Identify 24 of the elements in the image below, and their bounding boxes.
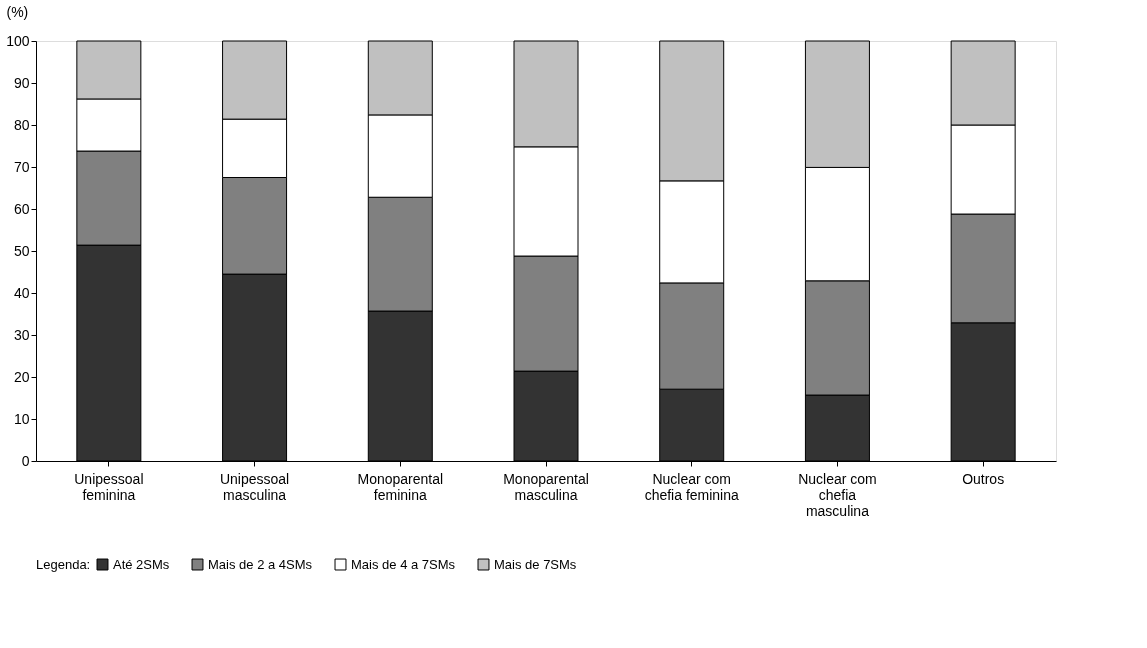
- y-tick-label: 10: [13, 410, 30, 427]
- x-tick-label: Monoparental masculina: [503, 470, 589, 503]
- y-tick-label: 80: [13, 116, 30, 133]
- y-tick-label: 90: [13, 74, 30, 91]
- y-axis-title: (%): [6, 3, 29, 20]
- y-tick-label: 40: [13, 284, 30, 301]
- legend-title: Legenda:: [36, 557, 91, 572]
- y-tick-label: 70: [13, 158, 30, 175]
- x-tick-label: Nuclear com chefia masculina: [798, 470, 877, 519]
- x-tick-label: Outros: [962, 470, 1005, 487]
- y-tick-label: 100: [6, 32, 30, 49]
- legend-label: Mais de 7SMs: [494, 556, 577, 572]
- x-tick-label: Unipessoal masculina: [219, 470, 290, 503]
- x-tick-label: Unipessoal feminina: [74, 470, 144, 503]
- legend-label: Mais de 4 a 7SMs: [351, 556, 456, 572]
- x-tick-label: Nuclear com chefia feminina: [644, 470, 740, 503]
- y-tick-label: 50: [13, 242, 30, 259]
- y-tick-label: 30: [13, 326, 30, 343]
- legend-label: Até 2SMs: [113, 556, 170, 572]
- y-tick-label: 20: [13, 368, 30, 385]
- legend-label: Mais de 2 a 4SMs: [208, 556, 313, 572]
- x-tick-label: Monoparental feminina: [357, 470, 444, 503]
- y-tick-label: 60: [13, 200, 30, 217]
- y-tick-label: 0: [21, 452, 30, 469]
